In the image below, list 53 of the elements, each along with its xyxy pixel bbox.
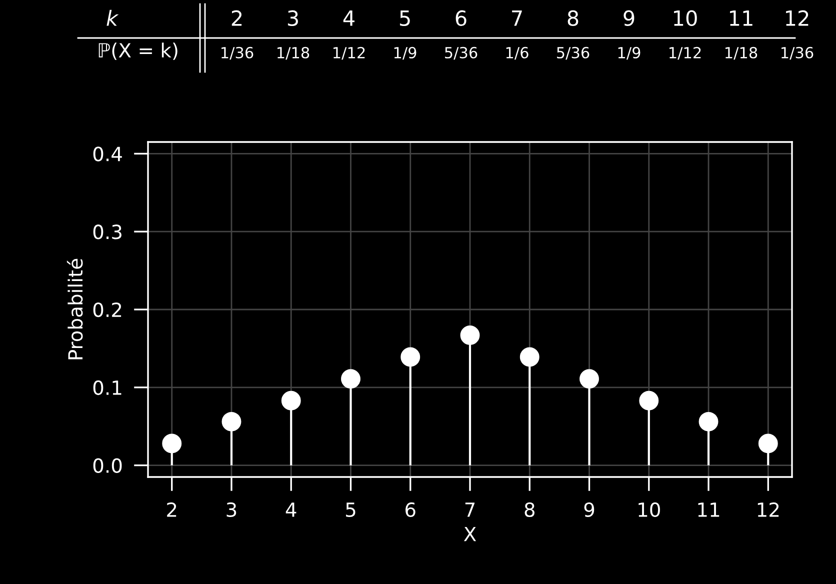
text: 12 (786, 10, 808, 26)
x-tick-label: 5 (346, 502, 356, 518)
y-tick-label: 0.3 (93, 224, 122, 240)
y-tick-label: 0.1 (93, 380, 122, 396)
point (222, 412, 242, 432)
text: 1/18 (278, 46, 310, 60)
x-axis-title: X (464, 526, 476, 542)
point (341, 369, 360, 389)
text: 1/36 (222, 46, 254, 60)
text: 10 (674, 10, 697, 26)
text: 1/36 (782, 46, 814, 60)
point (281, 390, 301, 410)
text: 1/18 (726, 46, 758, 60)
text: 4 (343, 10, 354, 26)
x-tick-label: 9 (584, 502, 594, 518)
x-tick-label: 10 (638, 502, 660, 518)
text: k (106, 10, 119, 26)
x-tick-label: 3 (226, 502, 236, 518)
text: 5/36 (445, 46, 478, 60)
point (520, 347, 540, 367)
text: 6 (456, 10, 466, 26)
point (162, 434, 182, 454)
text: 1/9 (618, 46, 640, 60)
text: 9 (624, 10, 634, 26)
text: 2 (232, 10, 242, 26)
x-tick-label: 4 (286, 502, 296, 517)
text: 5/36 (557, 46, 590, 60)
point (758, 434, 778, 454)
point (400, 347, 420, 367)
text: ℙ(X = k) (98, 42, 178, 60)
text: 1/12 (334, 46, 365, 60)
x-tick-label: 8 (524, 502, 534, 518)
text: 5 (400, 10, 410, 26)
text: 3 (288, 10, 298, 26)
text: 11 (730, 10, 752, 26)
x-tick-label: 12 (758, 502, 779, 517)
x-tick-label: 7 (465, 502, 475, 517)
point (580, 369, 599, 389)
y-axis-title: Probabilité (66, 258, 83, 360)
point (698, 412, 718, 432)
point (639, 390, 659, 410)
text: 1/9 (394, 46, 416, 60)
y-tick-label: 0.4 (93, 146, 122, 162)
point (460, 325, 480, 345)
text: 1/12 (670, 46, 701, 60)
x-tick-label: 11 (698, 502, 720, 517)
text: 8 (568, 10, 578, 26)
text: 1/6 (506, 46, 528, 60)
x-tick-label: 2 (167, 502, 176, 517)
x-tick-label: 6 (406, 502, 416, 518)
text: 7 (512, 10, 522, 26)
y-tick-label: 0.2 (93, 302, 122, 318)
y-tick-label: 0.0 (93, 458, 122, 473)
